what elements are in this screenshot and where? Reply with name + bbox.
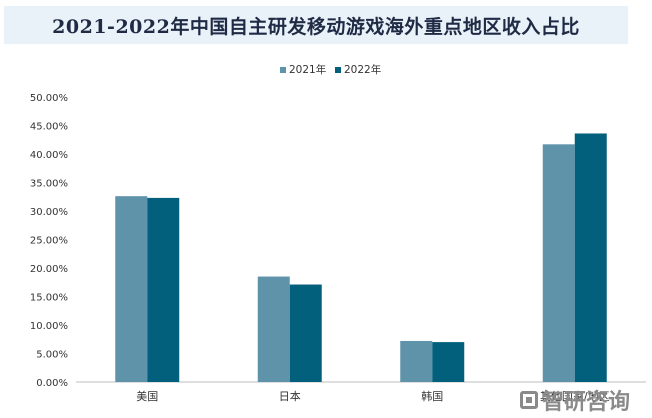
y-tick-label: 0.00%: [36, 378, 68, 389]
y-tick-label: 20.00%: [30, 264, 68, 275]
y-tick-label: 50.00%: [30, 93, 68, 104]
x-tick-label: 日本: [279, 389, 301, 403]
bar-2021: [257, 276, 290, 382]
chart-title: 2021-2022年中国自主研发移动游戏海外重点地区收入占比: [52, 15, 580, 38]
footer-logo: 智研咨询: [519, 384, 630, 416]
x-tick-label: 韩国: [421, 389, 443, 403]
y-tick-label: 15.00%: [30, 293, 68, 304]
legend-label-1: 2022年: [344, 63, 381, 76]
x-tick-label: 美国: [136, 390, 158, 403]
legend-label-0: 2021年: [289, 63, 326, 76]
legend-swatch-0: [280, 67, 286, 73]
y-tick-label: 25.00%: [30, 236, 68, 247]
y-tick-label: 5.00%: [36, 350, 68, 361]
bar-2022: [574, 133, 607, 382]
legend-swatch-1: [335, 67, 341, 73]
y-tick-label: 30.00%: [30, 207, 68, 218]
y-tick-label: 35.00%: [30, 179, 68, 190]
footer-logo-text: 智研咨询: [541, 390, 630, 415]
logo-icon: [519, 391, 538, 409]
x-tick-label: 其他国家/地区: [540, 389, 610, 403]
y-tick-label: 45.00%: [30, 122, 68, 133]
bar-2021: [115, 196, 148, 382]
bar-2022: [432, 342, 465, 382]
y-tick-label: 40.00%: [30, 150, 68, 161]
bar-2021: [542, 144, 575, 382]
bar-2022: [289, 284, 322, 382]
y-tick-label: 10.00%: [30, 321, 68, 332]
bar-2021: [400, 340, 433, 382]
bar-2022: [147, 197, 180, 382]
title-bar: 2021-2022年中国自主研发移动游戏海外重点地区收入占比: [4, 6, 628, 44]
